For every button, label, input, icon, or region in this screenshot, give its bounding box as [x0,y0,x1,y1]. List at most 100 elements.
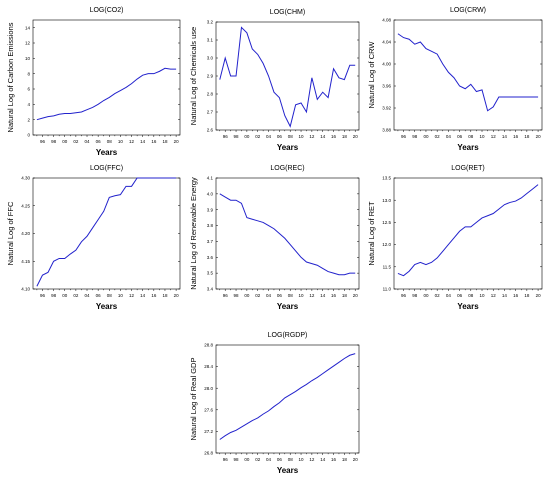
chart-title: LOG(CHM) [270,9,305,16]
x-axis-label: Years [457,302,479,311]
x-tick-label: 96 [401,134,407,139]
y-tick-label: 13.0 [382,198,391,203]
chart-title: LOG(CO2) [90,7,124,14]
x-tick-label: 08 [288,457,294,462]
x-tick-label: 96 [223,293,229,298]
x-tick-label: 96 [223,134,229,139]
y-tick-label: 3.6 [207,255,214,260]
x-tick-label: 16 [331,457,337,462]
y-tick-label: 11.0 [383,287,392,292]
y-tick-label: 13.5 [382,176,391,181]
x-tick-label: 02 [73,293,79,298]
y-tick-label: 3.96 [382,84,391,89]
y-axis-label: Natural Log of Renewable Energy [189,177,198,290]
chart-title: LOG(CRW) [450,7,486,14]
x-tick-label: 04 [85,139,91,144]
y-tick-label: 0 [27,133,30,138]
x-tick-label: 96 [40,139,46,144]
y-tick-label: 10 [25,56,31,61]
chart-panel-rec: LOG(REC) 96 98 00 02 04 06 08 10 12 14 16 18 20 3.4 3.5… [189,165,360,311]
x-tick-label: 12 [129,293,135,298]
x-tick-label: 96 [401,293,407,298]
y-tick-label: 2.7 [207,110,214,115]
x-tick-label: 98 [412,293,418,298]
x-tick-label: 12 [129,139,135,144]
x-tick-label: 08 [468,134,474,139]
x-tick-label: 06 [277,134,283,139]
x-tick-label: 06 [96,139,102,144]
x-tick-label: 18 [524,134,530,139]
x-tick-label: 04 [266,134,272,139]
y-tick-label: 4.08 [382,18,391,23]
x-tick-label: 20 [174,139,180,144]
x-tick-label: 12 [309,457,315,462]
y-tick-label: 28.8 [204,343,213,348]
x-axis-label: Years [277,302,299,311]
x-tick-label: 08 [288,293,294,298]
x-tick-label: 18 [342,457,348,462]
x-tick-label: 02 [255,293,261,298]
y-tick-label: 12.5 [382,220,391,225]
x-axis-label: Years [277,143,299,152]
y-tick-label: 4.1 [207,176,214,181]
x-tick-label: 00 [423,134,429,139]
x-tick-label: 08 [288,134,294,139]
y-tick-label: 3.9 [207,207,214,212]
plot-area [215,177,360,290]
y-tick-label: 4.15 [21,259,30,264]
x-tick-label: 02 [435,134,441,139]
chart-panel-ret: LOG(RET) 96 98 00 02 04 06 08 10 12 14 16 18 20 11.0 11… [367,165,543,311]
y-tick-label: 3.7 [207,239,214,244]
y-tick-label: 4.00 [382,62,391,67]
series-line-ffc [36,177,177,287]
y-tick-label: 4.30 [21,176,30,181]
y-tick-label: 3.0 [207,56,214,61]
chart-panel-crw: LOG(CRW) 96 98 00 02 04 06 08 10 12 14 16 18 20 3.88 3.… [367,7,543,152]
y-tick-label: 2 [27,117,30,122]
x-tick-label: 20 [536,134,542,139]
y-tick-label: 4.25 [21,203,30,208]
x-tick-label: 08 [468,293,474,298]
x-tick-label: 10 [480,134,486,139]
x-tick-label: 00 [244,293,250,298]
x-tick-label: 98 [51,139,57,144]
y-tick-label: 3.5 [207,271,214,276]
y-tick-label: 3.88 [382,128,391,133]
series-line-rec [219,193,356,276]
x-tick-label: 16 [513,293,519,298]
series-line-ret [397,184,539,277]
x-tick-label: 00 [244,134,250,139]
x-tick-label: 00 [244,457,250,462]
x-tick-label: 10 [299,457,305,462]
y-axis-label: Natural Log of Carbon Emissions [6,22,15,132]
chart-title: LOG(REC) [270,165,304,172]
x-tick-label: 06 [277,293,283,298]
y-axis-label: Natural Log of FFC [6,201,15,265]
x-tick-label: 98 [412,134,418,139]
y-tick-label: 4.20 [21,231,30,236]
x-tick-label: 06 [457,134,463,139]
y-axis-label: Natural Log of Chemicals use [189,27,198,125]
y-tick-label: 6 [27,87,30,92]
x-tick-label: 98 [234,134,240,139]
x-tick-label: 12 [309,134,315,139]
x-tick-label: 08 [107,139,113,144]
x-tick-label: 96 [40,293,46,298]
x-tick-label: 10 [480,293,486,298]
x-tick-label: 00 [423,293,429,298]
y-tick-label: 4 [27,102,30,107]
x-tick-label: 06 [96,293,102,298]
x-tick-label: 10 [299,134,305,139]
x-tick-label: 16 [331,293,337,298]
x-tick-label: 06 [277,457,283,462]
x-tick-label: 20 [174,293,180,298]
x-tick-label: 14 [320,134,326,139]
chart-panel-ffc: LOG(FFC) 96 98 00 02 04 06 08 10 12 14 16 18 20 4.10 4.… [6,165,181,311]
x-axis-label: Years [457,143,479,152]
chart-title: LOG(RGDP) [268,332,308,339]
y-tick-label: 3.4 [207,287,214,292]
series-line-co2 [36,67,177,121]
x-tick-label: 16 [331,134,337,139]
x-tick-label: 98 [234,293,240,298]
